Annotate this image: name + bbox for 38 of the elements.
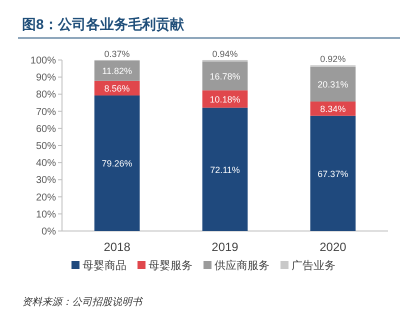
y-tick-label: 70%	[36, 106, 56, 118]
legend-label: 广告业务	[292, 259, 336, 272]
legend-label: 供应商服务	[214, 259, 270, 272]
bar	[310, 116, 356, 231]
data-label: 8.34%	[320, 104, 346, 114]
y-tick-label: 60%	[36, 124, 56, 135]
bar	[310, 66, 356, 102]
x-tick-label: 2019	[212, 240, 239, 254]
y-tick-label: 20%	[36, 192, 56, 204]
chart-title: 图8：公司各业务毛利贡献	[22, 16, 185, 32]
y-tick-label: 0%	[42, 226, 56, 238]
y-tick-label: 30%	[36, 175, 56, 186]
data-label: 0.37%	[104, 48, 130, 59]
bar	[94, 95, 140, 231]
data-label: 8.56%	[104, 84, 130, 94]
y-tick-label: 90%	[36, 72, 56, 84]
x-tick-label: 2020	[320, 240, 347, 254]
data-label: 0.94%	[212, 48, 238, 59]
data-label: 11.82%	[102, 66, 132, 76]
y-tick-label: 50%	[36, 141, 56, 152]
legend-label: 母婴商品	[82, 259, 126, 272]
x-tick-label: 2018	[104, 240, 131, 254]
data-label: 79.26%	[102, 158, 132, 169]
bar	[94, 60, 140, 81]
data-label: 72.11%	[210, 164, 240, 175]
bar	[202, 62, 248, 90]
data-label: 16.78%	[210, 71, 240, 82]
data-label: 0.92%	[320, 54, 346, 64]
legend-label: 母婴服务	[148, 260, 192, 272]
data-label: 10.18%	[210, 94, 240, 104]
data-label: 20.31%	[318, 80, 348, 90]
text: 资料来源：公司招股说明书	[22, 296, 143, 308]
bar	[202, 108, 248, 231]
y-tick-label: 80%	[36, 90, 56, 101]
data-label: 67.37%	[318, 168, 348, 179]
y-tick-label: 10%	[36, 209, 56, 220]
y-tick-label: 100%	[30, 56, 56, 66]
y-tick-label: 40%	[36, 158, 56, 170]
